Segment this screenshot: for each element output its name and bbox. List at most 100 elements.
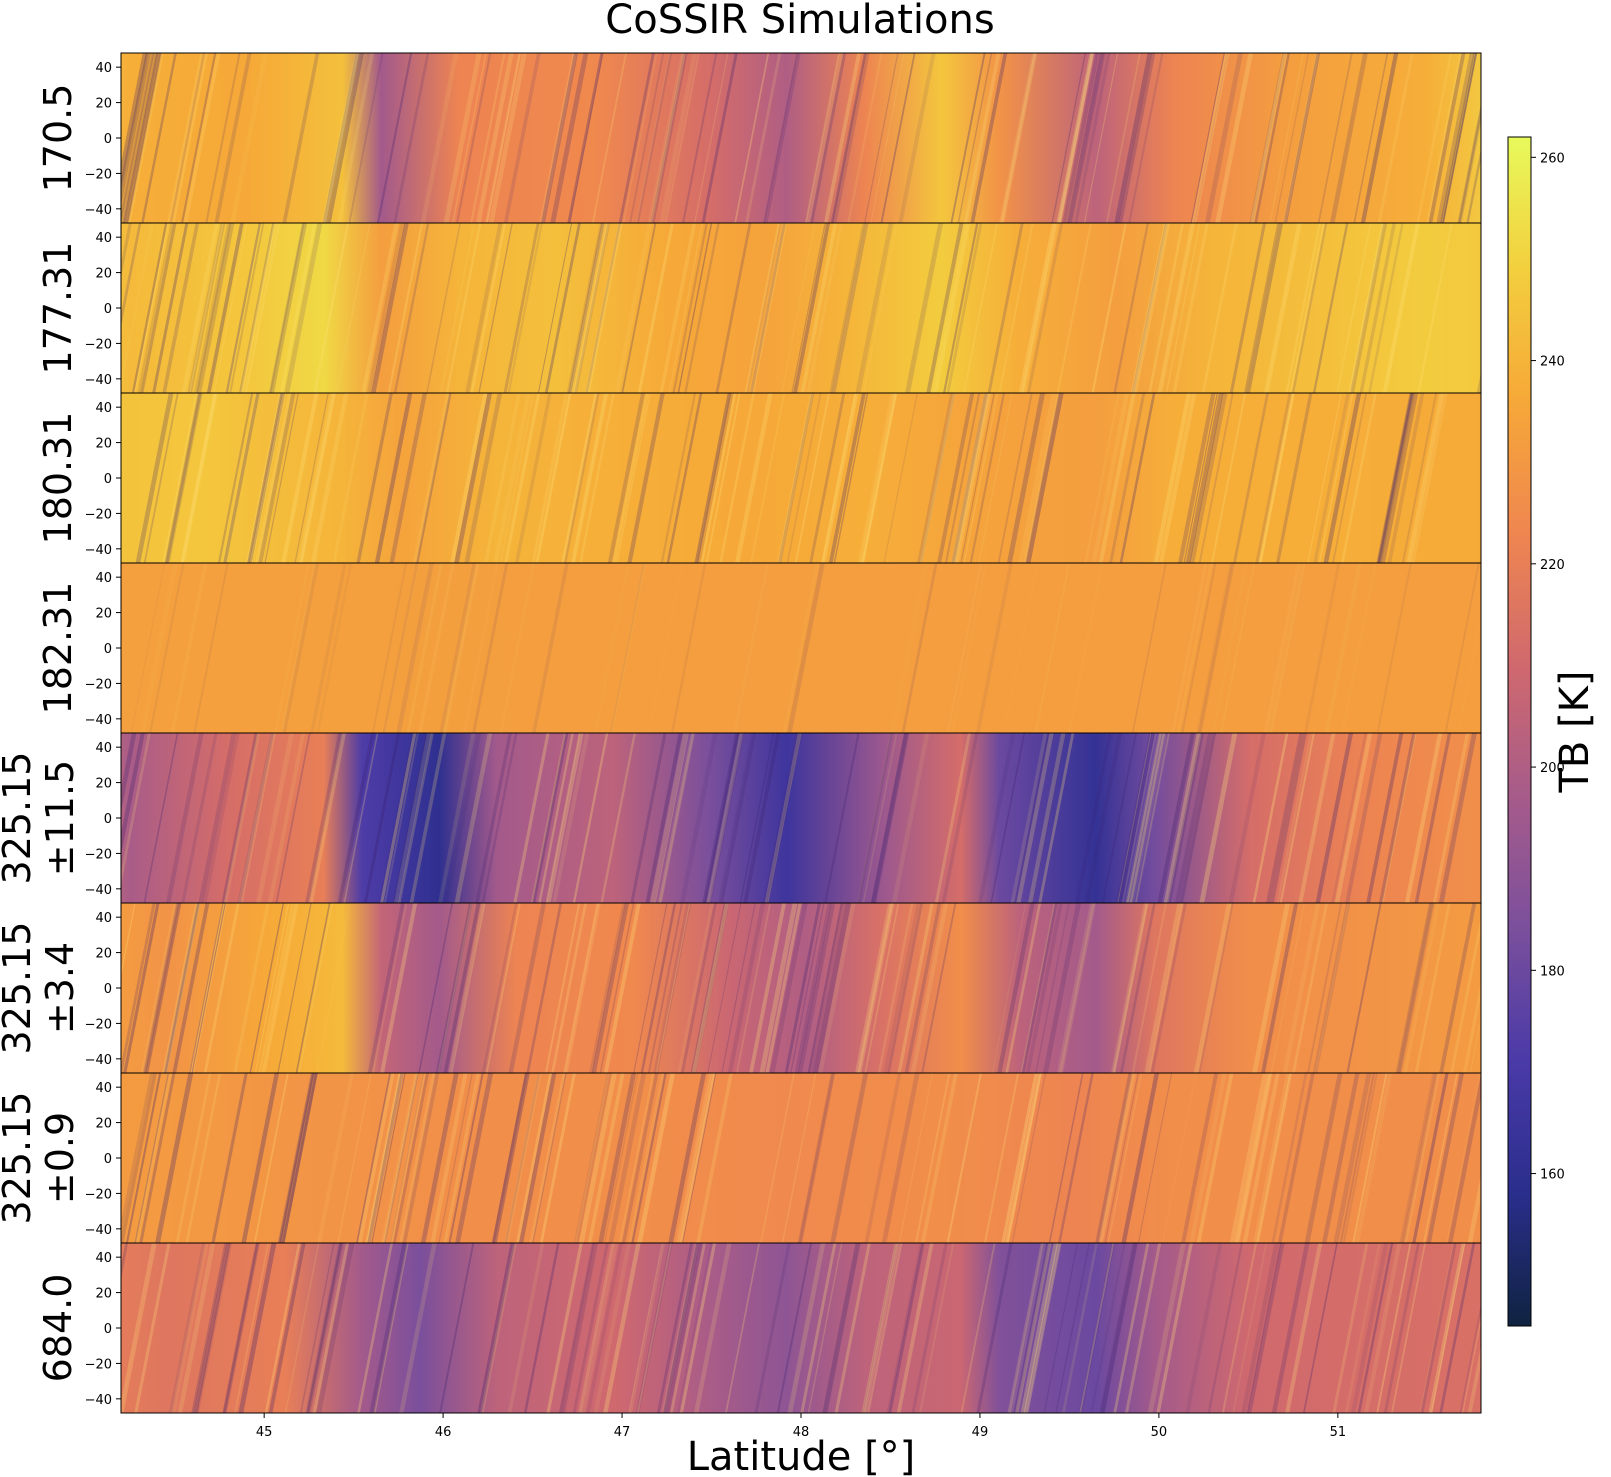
y-tick-label: −40 bbox=[85, 373, 112, 388]
swath-streak bbox=[1001, 1073, 1038, 1243]
swath-streak bbox=[706, 733, 744, 903]
swath-streak bbox=[1150, 903, 1187, 1073]
swath-streak bbox=[637, 1243, 672, 1413]
swath-streak bbox=[666, 393, 703, 563]
swath-streak bbox=[531, 393, 569, 563]
swath-streak bbox=[585, 223, 623, 393]
swath-streak bbox=[830, 1073, 869, 1243]
swath-streak bbox=[371, 563, 408, 733]
swath-streak bbox=[864, 53, 899, 223]
y-tick-label: −40 bbox=[85, 543, 112, 558]
swath-streak bbox=[668, 223, 704, 393]
swath-streak bbox=[660, 393, 697, 563]
swath-streak bbox=[782, 1073, 817, 1243]
swath-streak bbox=[507, 223, 543, 393]
swath-streak bbox=[897, 903, 934, 1073]
swath-streak bbox=[134, 1073, 170, 1243]
swath-streak bbox=[546, 733, 584, 903]
swath-streak bbox=[258, 393, 296, 563]
swath-streak bbox=[1321, 1073, 1360, 1243]
swath-streak bbox=[861, 1243, 898, 1413]
swath-streak bbox=[1172, 223, 1210, 393]
swath-streak bbox=[332, 393, 369, 563]
swath-streak bbox=[172, 53, 208, 223]
swath-streak bbox=[746, 223, 782, 393]
swath-streak bbox=[1307, 393, 1342, 563]
swath-streak bbox=[1428, 1243, 1466, 1413]
swath-streak bbox=[1078, 1243, 1114, 1413]
panel-label: 180.31 bbox=[36, 412, 80, 545]
swath-streak bbox=[1382, 223, 1420, 393]
swath-streak bbox=[696, 1073, 734, 1243]
panel-label: 170.5 bbox=[36, 84, 80, 193]
swath-streak bbox=[1121, 733, 1157, 903]
swath-streak bbox=[538, 733, 574, 903]
swath-streak bbox=[1252, 903, 1291, 1073]
swath-streak bbox=[997, 903, 1035, 1073]
swath-streak bbox=[367, 903, 405, 1073]
panel-fill bbox=[121, 1073, 1481, 1243]
swath-streak bbox=[322, 53, 360, 223]
swath-streak bbox=[969, 393, 1006, 563]
swath-streak bbox=[797, 903, 836, 1073]
swath-streak bbox=[1020, 903, 1056, 1073]
swath-streak bbox=[1292, 903, 1329, 1073]
swath-streak bbox=[1220, 563, 1256, 733]
swath-streak bbox=[337, 53, 375, 223]
swath-streak bbox=[1387, 393, 1425, 563]
swath-streak bbox=[1212, 563, 1247, 733]
swath-streak bbox=[833, 393, 869, 563]
swath-streak bbox=[603, 903, 641, 1073]
swath-streak bbox=[455, 53, 492, 223]
swath-streak bbox=[278, 1073, 315, 1243]
swath-streak bbox=[225, 223, 262, 393]
swath-streak bbox=[640, 903, 677, 1073]
swath-streak bbox=[463, 563, 499, 733]
swath-streak bbox=[941, 733, 979, 903]
y-tick-label: 40 bbox=[95, 231, 112, 246]
swath-streak bbox=[241, 1073, 280, 1243]
panel-label: 684.0 bbox=[36, 1274, 80, 1383]
swath-streak bbox=[480, 1243, 516, 1413]
swath-streak bbox=[562, 1243, 599, 1413]
swath-streak bbox=[661, 1243, 699, 1413]
y-tick-label: −20 bbox=[85, 1017, 112, 1032]
swath-streak bbox=[621, 1073, 659, 1243]
swath-streak bbox=[593, 1243, 632, 1413]
swath-streak bbox=[472, 563, 509, 733]
y-tick-label: 0 bbox=[104, 812, 112, 827]
swath-streak bbox=[1038, 733, 1075, 903]
swath-streak bbox=[998, 223, 1034, 393]
swath-streak bbox=[1406, 393, 1444, 563]
swath-streak bbox=[1004, 1073, 1043, 1243]
swath-streak bbox=[1144, 903, 1183, 1073]
swath-streak bbox=[515, 1073, 553, 1243]
swath-streak bbox=[560, 1243, 595, 1413]
swath-streak bbox=[719, 393, 755, 563]
swath-streak bbox=[193, 1243, 231, 1413]
swath-streak bbox=[760, 1073, 795, 1243]
swath-streak bbox=[488, 53, 527, 223]
swath-streak bbox=[701, 53, 738, 223]
panel-fill bbox=[121, 1243, 1481, 1413]
swath-streak bbox=[439, 563, 477, 733]
swath-streak bbox=[131, 223, 168, 393]
swath-streak bbox=[1440, 53, 1478, 223]
swath-streak bbox=[668, 1073, 707, 1243]
swath-streak bbox=[366, 1073, 404, 1243]
swath-streak bbox=[612, 393, 649, 563]
swath-streak bbox=[917, 393, 956, 563]
swath-streak bbox=[1130, 223, 1168, 393]
swath-streak bbox=[393, 733, 432, 903]
swath-streak bbox=[705, 393, 741, 563]
swath-streak bbox=[650, 733, 688, 903]
colorbar-tick-label: 260 bbox=[1540, 151, 1565, 166]
swath-streak bbox=[847, 53, 883, 223]
swath-streak bbox=[189, 903, 227, 1073]
swath-streak bbox=[572, 223, 610, 393]
swath-streak bbox=[162, 393, 198, 563]
swath-streak bbox=[830, 53, 867, 223]
x-tick-label: 51 bbox=[1330, 1425, 1347, 1440]
swath-streak bbox=[189, 903, 224, 1073]
swath-streak bbox=[1042, 903, 1082, 1073]
